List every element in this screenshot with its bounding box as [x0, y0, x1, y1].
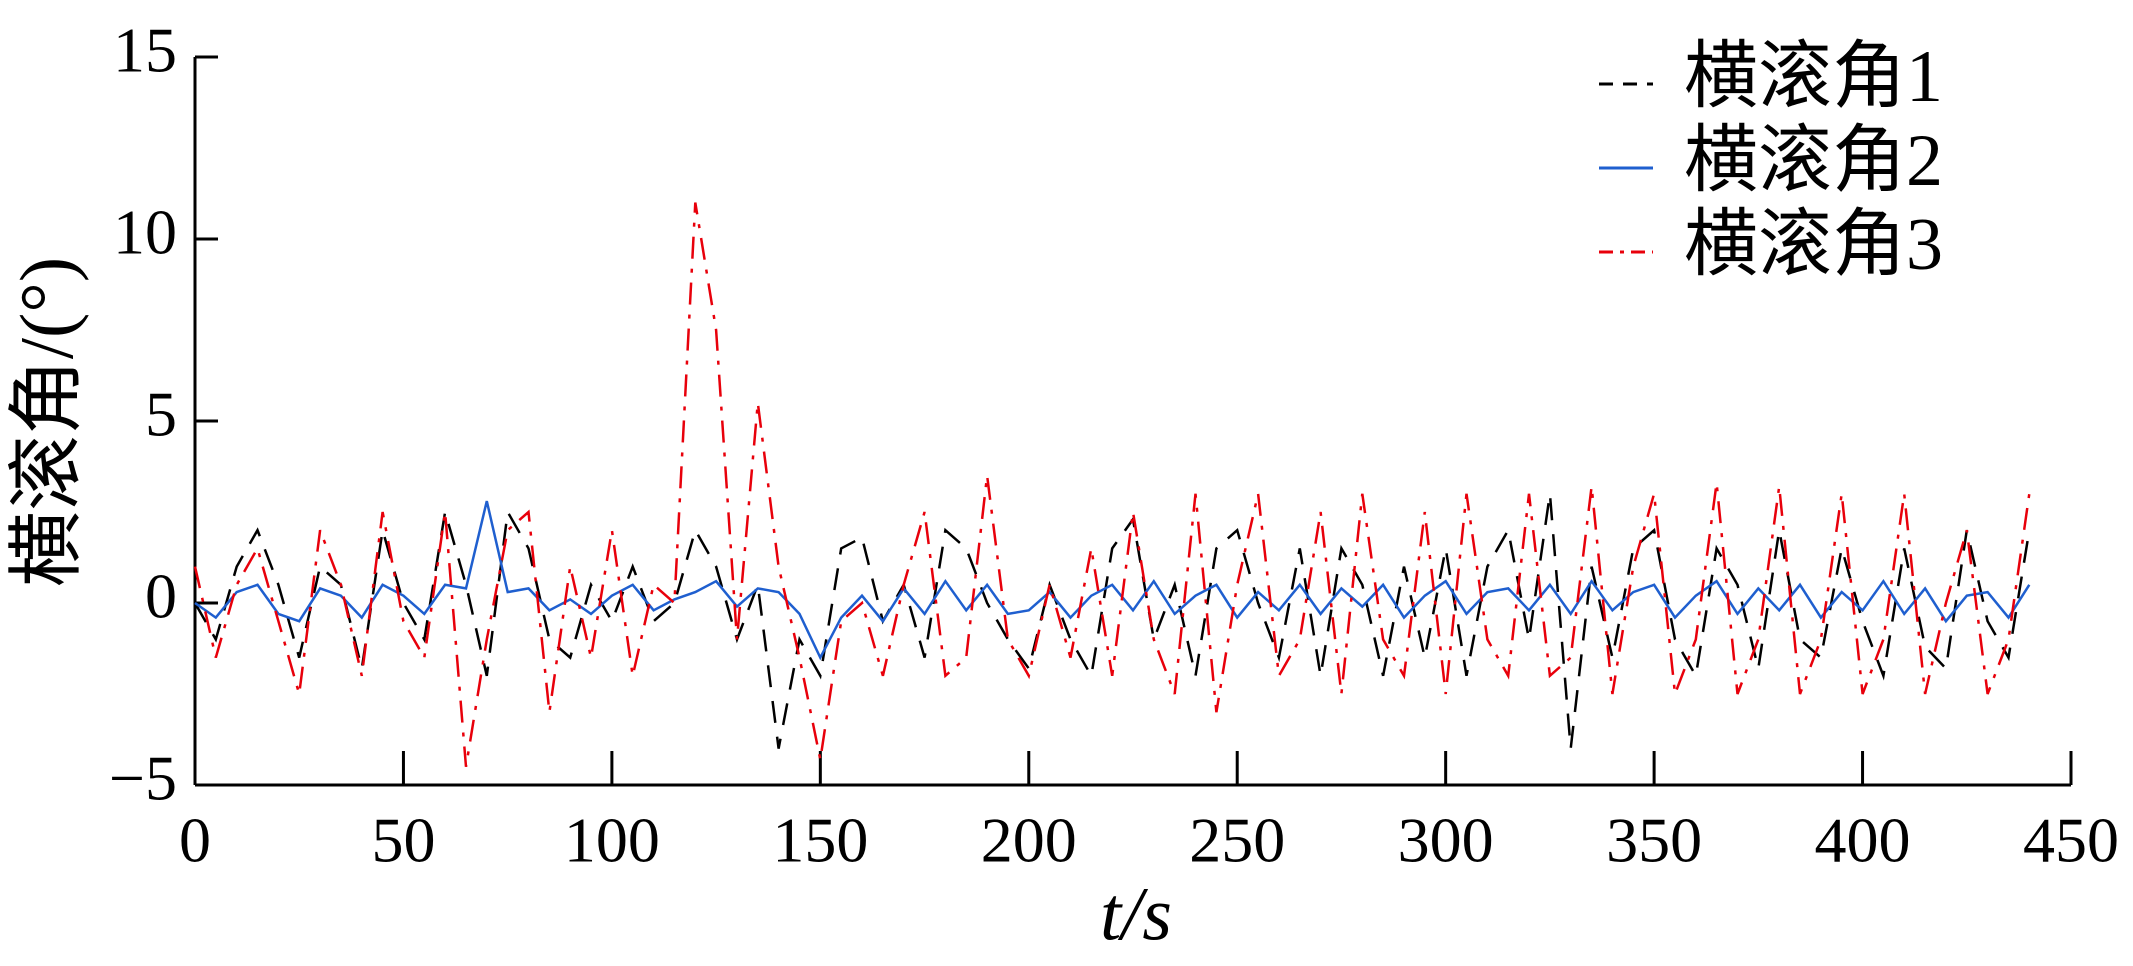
y-axis-label: 横滚角/(°) [5, 257, 89, 587]
x-axis-label: t/s [1100, 872, 1172, 956]
y-tick-label: 5 [145, 379, 177, 450]
y-tick-label: 15 [113, 15, 177, 86]
x-tick-label: 450 [2023, 805, 2119, 876]
x-tick-label: 350 [1606, 805, 1702, 876]
x-tick-label: 250 [1189, 805, 1285, 876]
legend-label: 横滚角3 [1684, 204, 1943, 286]
x-tick-label: 300 [1398, 805, 1494, 876]
x-tick-label: 0 [179, 805, 211, 876]
x-tick-label: 150 [772, 805, 868, 876]
x-tick-label: 100 [564, 805, 660, 876]
series-line [193, 202, 2031, 768]
series-line [194, 500, 2031, 661]
y-tick-label: 0 [145, 561, 177, 632]
legend-label: 横滚角1 [1684, 36, 1943, 118]
series-line [193, 493, 2031, 749]
x-tick-label: 400 [1815, 805, 1911, 876]
legend-label: 横滚角2 [1684, 120, 1943, 202]
y-tick-label: 10 [113, 197, 177, 268]
y-tick-label: −5 [109, 743, 177, 814]
x-tick-label: 50 [371, 805, 435, 876]
x-tick-label: 200 [981, 805, 1077, 876]
